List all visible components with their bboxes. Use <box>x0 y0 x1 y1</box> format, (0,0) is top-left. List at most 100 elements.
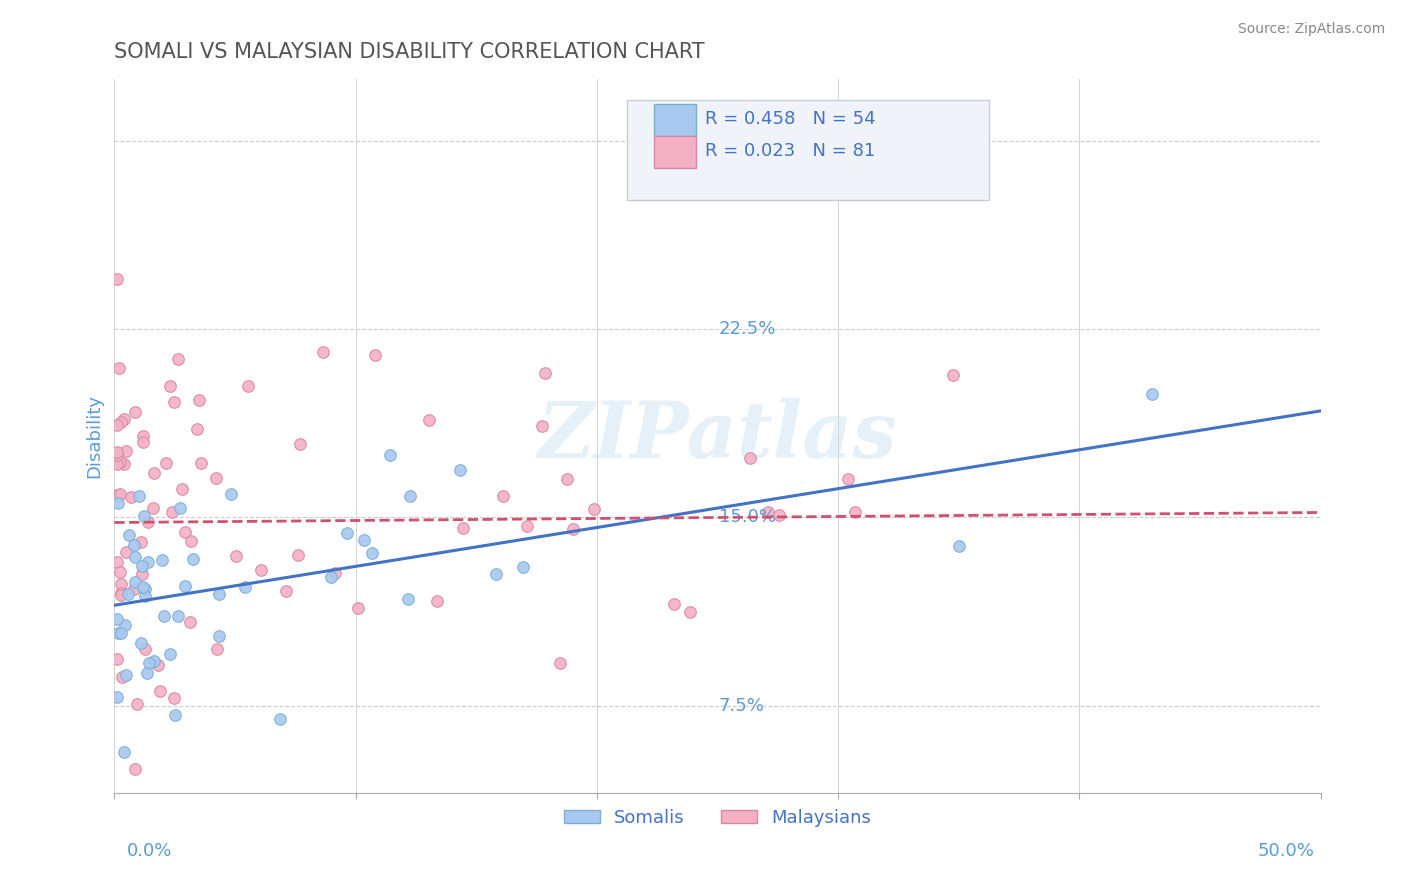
Point <box>110 565 132 579</box>
Point <box>312 344 335 359</box>
Point <box>679 606 702 620</box>
Point <box>131 559 153 574</box>
Point <box>948 539 970 553</box>
Point <box>396 591 419 606</box>
Point <box>219 487 242 501</box>
Point <box>190 457 212 471</box>
Point <box>122 538 145 552</box>
Point <box>155 456 177 470</box>
Text: 7.5%: 7.5% <box>718 697 765 714</box>
Point <box>844 506 866 520</box>
Point <box>167 352 190 367</box>
Point <box>353 533 375 547</box>
Point <box>380 448 402 462</box>
Point <box>112 457 135 471</box>
Point <box>186 422 208 436</box>
Point <box>516 519 538 533</box>
Point <box>512 560 534 574</box>
Point <box>173 524 195 539</box>
Point <box>122 582 145 596</box>
Point <box>110 586 132 600</box>
Point <box>207 629 229 643</box>
Point <box>183 552 205 566</box>
Text: 30.0%: 30.0% <box>718 132 776 150</box>
Point <box>756 504 779 518</box>
Point <box>128 489 150 503</box>
Point <box>108 487 131 501</box>
Point <box>143 466 166 480</box>
Point <box>274 584 297 599</box>
Point <box>149 683 172 698</box>
Point <box>110 588 132 602</box>
Point <box>169 501 191 516</box>
Point <box>364 348 387 362</box>
Point <box>167 608 190 623</box>
Point <box>105 488 128 502</box>
Point <box>114 668 136 682</box>
Text: Source: ZipAtlas.com: Source: ZipAtlas.com <box>1237 22 1385 37</box>
Point <box>124 405 146 419</box>
Point <box>582 502 605 516</box>
Point <box>418 412 440 426</box>
Point <box>114 618 136 632</box>
Point <box>208 587 231 601</box>
Point <box>131 580 153 594</box>
Point <box>105 417 128 432</box>
Point <box>134 642 156 657</box>
Point <box>108 455 131 469</box>
Point <box>533 366 555 380</box>
Point <box>117 587 139 601</box>
Point <box>159 647 181 661</box>
Point <box>107 625 129 640</box>
Point <box>323 566 346 580</box>
Point <box>170 482 193 496</box>
Point <box>399 489 422 503</box>
Point <box>360 546 382 560</box>
Point <box>115 444 138 458</box>
Text: 50.0%: 50.0% <box>1258 842 1315 860</box>
Point <box>105 457 128 471</box>
Legend: Somalis, Malaysians: Somalis, Malaysians <box>557 802 879 834</box>
Text: 22.5%: 22.5% <box>718 320 776 338</box>
Point <box>118 528 141 542</box>
Point <box>107 496 129 510</box>
Point <box>131 429 153 443</box>
Point <box>105 652 128 666</box>
Text: 15.0%: 15.0% <box>718 508 776 526</box>
Point <box>136 515 159 529</box>
Point <box>531 418 554 433</box>
Y-axis label: Disability: Disability <box>86 394 103 478</box>
Point <box>179 615 201 629</box>
Point <box>134 590 156 604</box>
Point <box>138 657 160 671</box>
Point <box>112 745 135 759</box>
Point <box>160 504 183 518</box>
Point <box>347 601 370 615</box>
Point <box>290 436 312 450</box>
Point <box>287 548 309 562</box>
Point <box>485 566 508 581</box>
Point <box>159 379 181 393</box>
Text: SOMALI VS MALAYSIAN DISABILITY CORRELATION CHART: SOMALI VS MALAYSIAN DISABILITY CORRELATI… <box>114 42 704 62</box>
Point <box>132 435 155 450</box>
Point <box>111 669 134 683</box>
Point <box>115 545 138 559</box>
Point <box>142 501 165 516</box>
Point <box>105 272 128 286</box>
Point <box>174 579 197 593</box>
Point <box>105 555 128 569</box>
Point <box>942 368 965 383</box>
Point <box>837 472 859 486</box>
Point <box>250 563 273 577</box>
Point <box>319 570 342 584</box>
Point <box>143 654 166 668</box>
FancyBboxPatch shape <box>654 103 696 136</box>
Point <box>555 471 578 485</box>
Point <box>105 448 128 462</box>
FancyBboxPatch shape <box>654 136 696 168</box>
Text: R = 0.023   N = 81: R = 0.023 N = 81 <box>706 143 876 161</box>
Point <box>1140 387 1163 401</box>
Point <box>110 415 132 429</box>
Point <box>236 378 259 392</box>
Point <box>492 489 515 503</box>
